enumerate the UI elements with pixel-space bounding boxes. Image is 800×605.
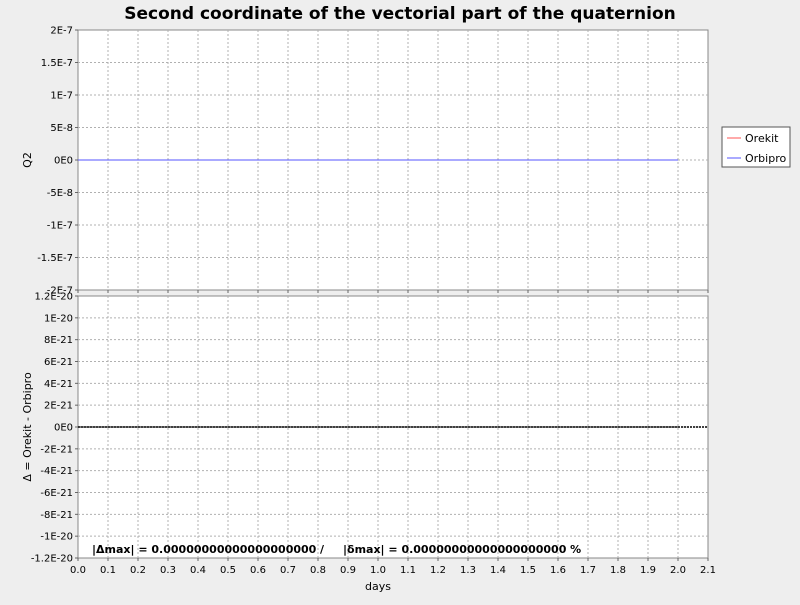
x-tick-label: 0.3 (160, 565, 176, 576)
y-tick-label: 0E0 (54, 423, 73, 434)
y-axis-label-1: Q2 (21, 152, 34, 168)
x-tick-label: 1.1 (400, 565, 416, 576)
x-tick-label: 0.9 (340, 565, 356, 576)
x-tick-label: 1.0 (370, 565, 386, 576)
x-tick-label: 1.2 (430, 565, 446, 576)
x-tick-label: 0.7 (280, 565, 296, 576)
y-tick-label: 2E-21 (44, 401, 73, 412)
x-tick-label: 2.0 (670, 565, 686, 576)
y-tick-label: -2E-21 (40, 444, 73, 455)
x-tick-label: 0.1 (100, 565, 116, 576)
legend-label-orekit: Orekit (745, 132, 779, 145)
annotation-delta-max: |Δmax| = 0.00000000000000000000 (92, 543, 317, 556)
y-tick-label: -5E-8 (47, 188, 73, 199)
x-tick-label: 1.4 (490, 565, 506, 576)
chart-title: Second coordinate of the vectorial part … (124, 4, 676, 24)
x-tick-label: 0.6 (250, 565, 266, 576)
x-axis-label: days (365, 580, 391, 593)
annotation-separator: / (320, 543, 325, 556)
y-tick-label: 5E-8 (50, 123, 73, 134)
x-tick-label: 1.3 (460, 565, 476, 576)
panel-2: 1.2E-20 1E-20 8E-21 6E-21 4E-21 2E-21 0E0 -2E-2… (21, 292, 709, 565)
x-tick-label: 0.8 (310, 565, 326, 576)
y-tick-label: -1E-20 (40, 532, 73, 543)
y-tick-label: -1.5E-7 (37, 253, 73, 264)
y-tick-label: -1.2E-20 (31, 554, 73, 565)
panel-1: 2E-7 1.5E-7 1E-7 5E-8 0E0 -5E-8 -1E-7 -1.5E-7 -2… (21, 26, 709, 297)
y-tick-label: -1E-7 (47, 221, 73, 232)
x-tick-label: 0.4 (190, 565, 206, 576)
x-tick-label: 1.8 (610, 565, 626, 576)
y-tick-label: 2E-7 (50, 26, 73, 37)
x-tick-label: 0.5 (220, 565, 236, 576)
y-tick-label: 1E-20 (44, 313, 73, 324)
x-tick-label: 0.2 (130, 565, 146, 576)
legend-label-orbipro: Orbipro (745, 152, 786, 165)
y-tick-label: 1E-7 (50, 91, 73, 102)
x-tick-label: 1.6 (550, 565, 566, 576)
y-tick-label: 6E-21 (44, 357, 73, 368)
y-axis-label-2: Δ = Orekit - Orbipro (21, 372, 34, 482)
y-tick-label: -6E-21 (40, 488, 73, 499)
x-tick-label: 1.7 (580, 565, 596, 576)
legend: Orekit Orbipro (721, 126, 791, 168)
y-tick-label: 0E0 (54, 156, 73, 167)
y-tick-label: 1.2E-20 (34, 292, 73, 303)
annotation-delta-rel: |δmax| = 0.00000000000000000000 % (343, 543, 581, 556)
x-tick-label: 1.9 (640, 565, 656, 576)
x-tick-label: 1.5 (520, 565, 536, 576)
y-tick-label: -4E-21 (40, 466, 73, 477)
y-tick-label: -2E-7 (47, 286, 73, 297)
x-tick-label: 2.1 (700, 565, 716, 576)
x-tick-label: 0.0 (70, 565, 86, 576)
y-tick-label: 4E-21 (44, 379, 73, 390)
y-tick-label: 1.5E-7 (41, 58, 73, 69)
y-tick-label: 8E-21 (44, 335, 73, 346)
y-tick-label: -8E-21 (40, 510, 73, 521)
legend-box (721, 126, 791, 168)
